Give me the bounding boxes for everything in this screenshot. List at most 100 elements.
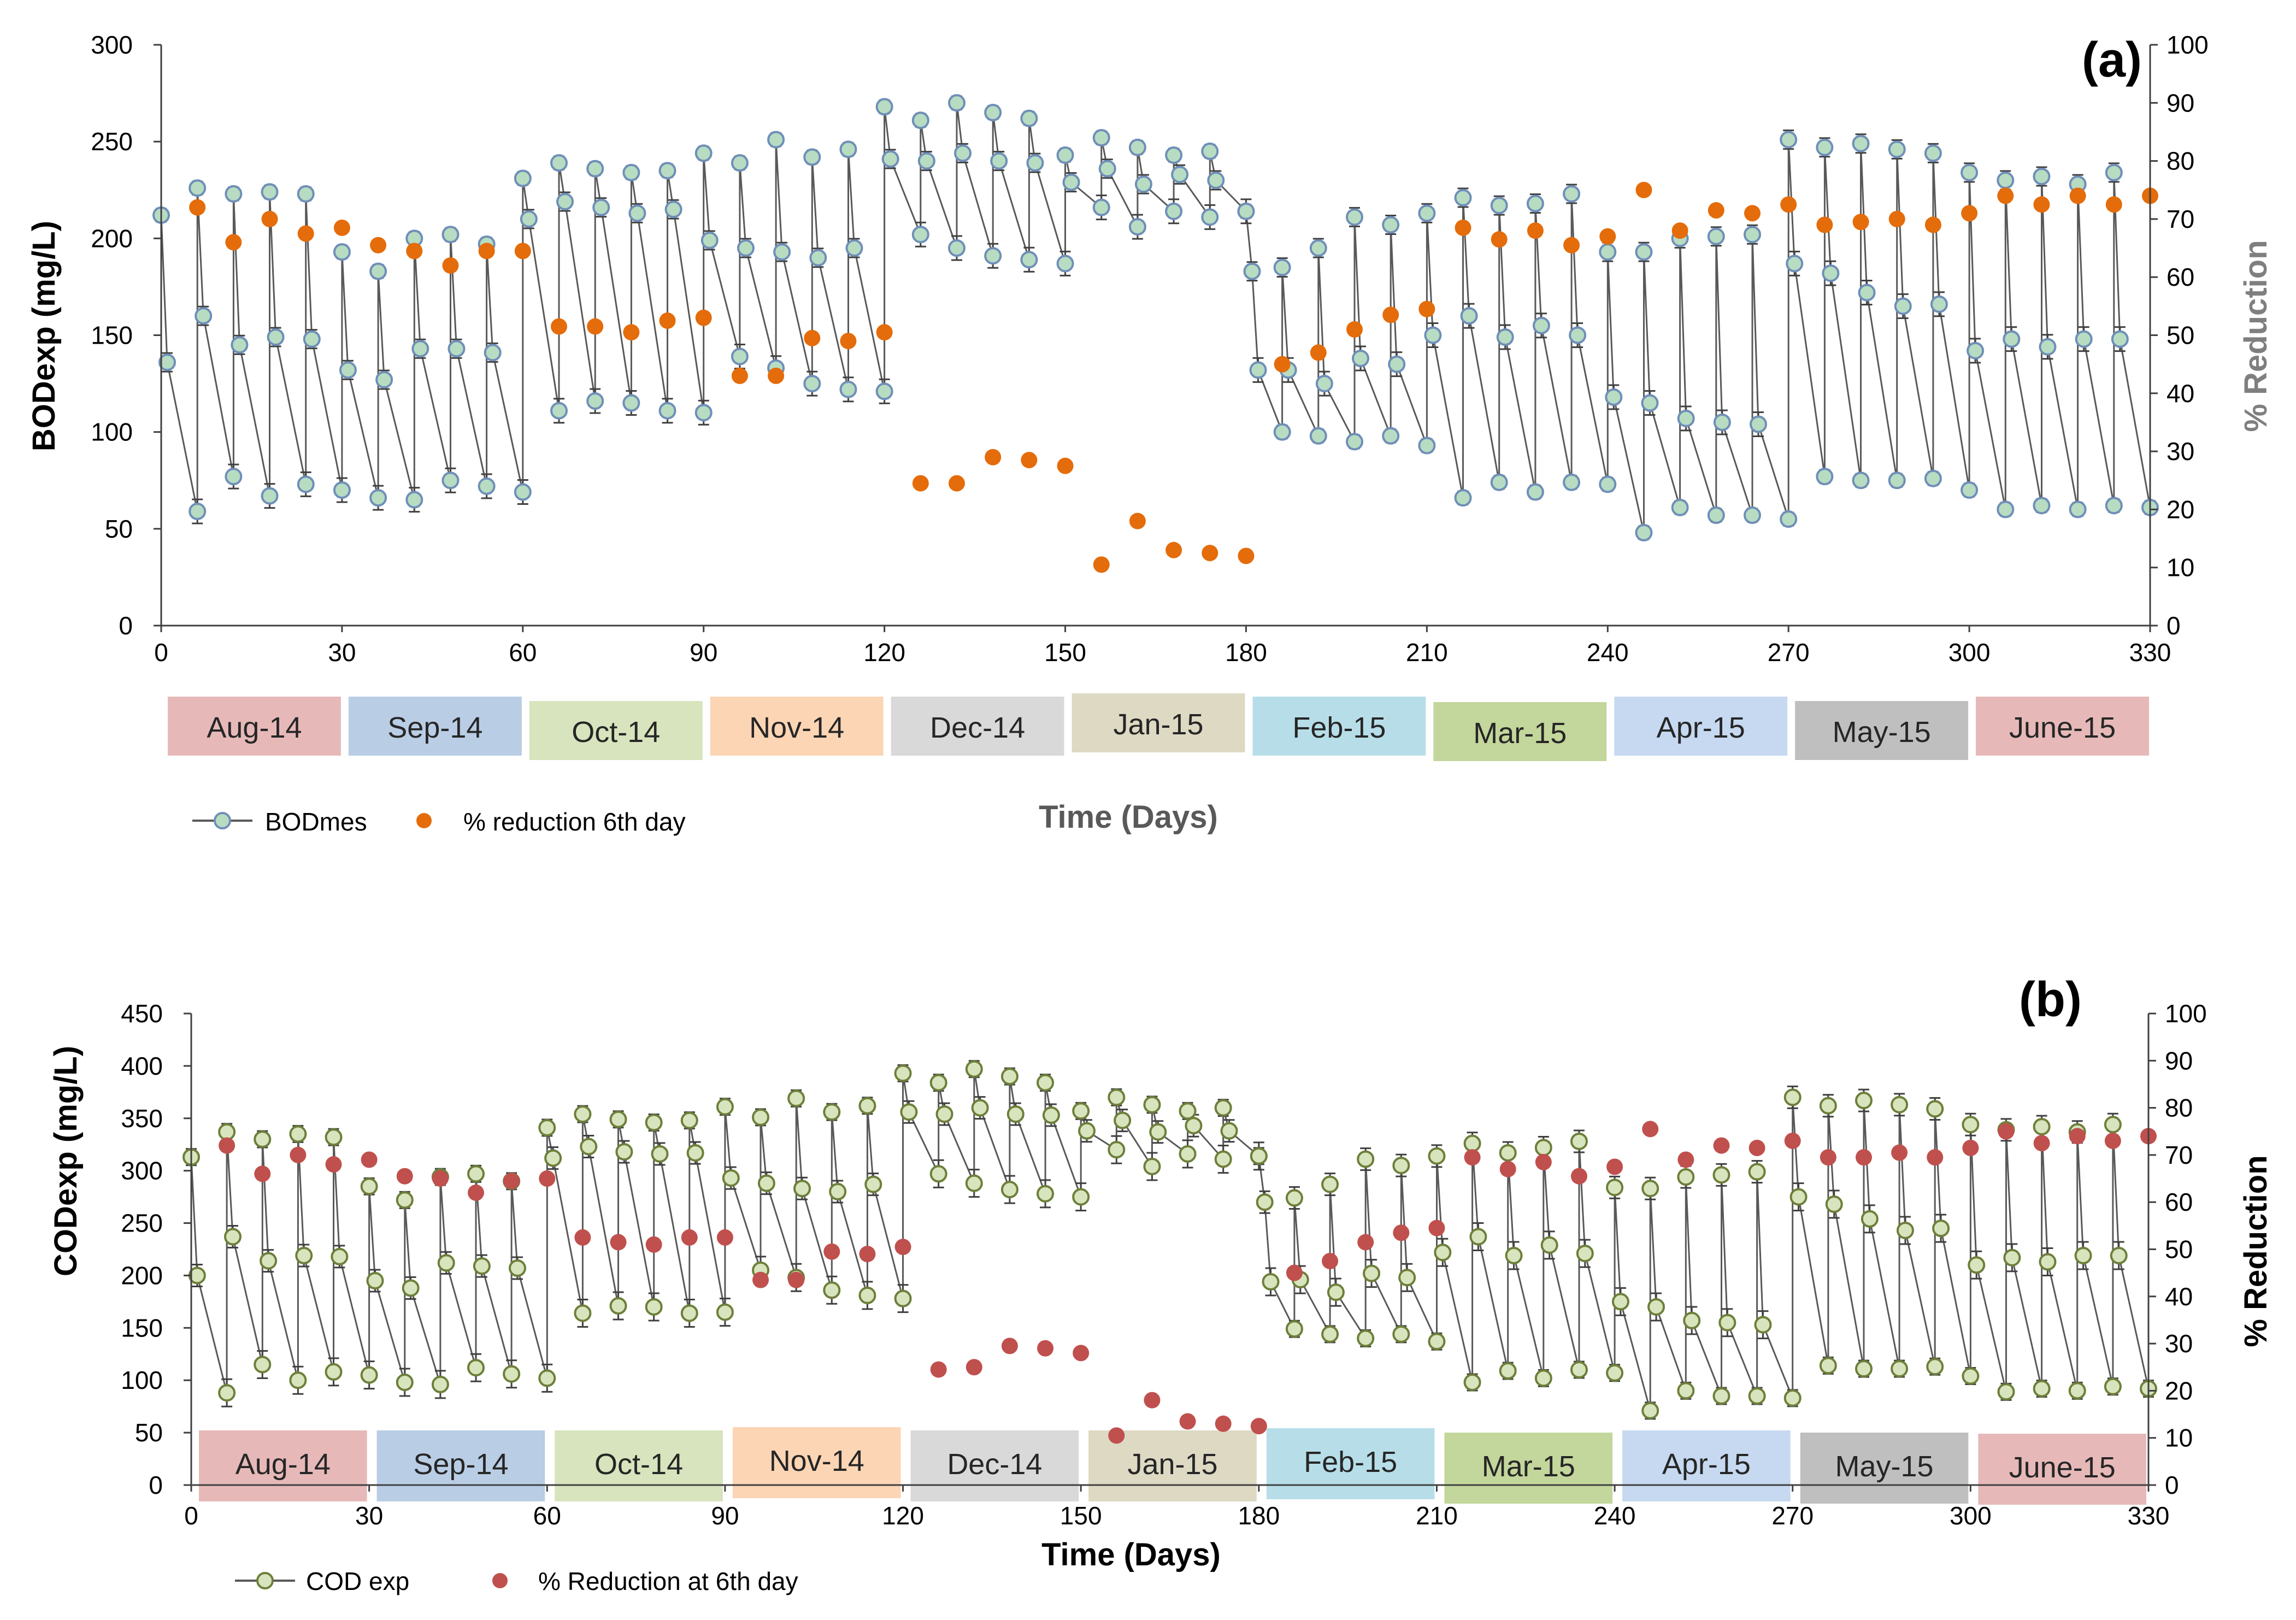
y2-tick-label: 50	[2165, 1235, 2193, 1264]
measured-point	[1822, 264, 1840, 282]
measured-point	[261, 183, 279, 201]
measured-point	[984, 247, 1002, 265]
measured-point	[1968, 1256, 1986, 1274]
reduction-point	[442, 257, 459, 274]
month-band-label: Jan-15	[1127, 1448, 1217, 1481]
measured-point	[1285, 1320, 1303, 1338]
reduction-point	[610, 1234, 627, 1251]
measured-point	[1357, 1329, 1375, 1347]
measured-point	[1852, 134, 1870, 152]
measured-point	[1490, 473, 1508, 491]
reduction-point	[1570, 1168, 1587, 1185]
reduction-point	[1250, 1418, 1267, 1435]
measured-point	[1042, 1106, 1060, 1124]
reduction-point	[1997, 187, 2014, 204]
y2-tick-label: 80	[2167, 147, 2194, 175]
measured-point	[858, 1097, 876, 1115]
measured-point	[295, 1247, 313, 1265]
measured-point	[574, 1105, 592, 1123]
panel-b-legend-circle-marker	[256, 1572, 274, 1589]
month-band-box	[710, 697, 884, 756]
measured-point	[1888, 472, 1906, 490]
measured-point	[1273, 258, 1291, 276]
measured-point	[823, 1281, 841, 1299]
panel-a-plot-area	[152, 94, 2159, 573]
measured-point	[1092, 198, 1110, 216]
reduction-point	[1073, 1345, 1090, 1362]
month-band-box	[1266, 1428, 1435, 1499]
month-band-label: Mar-15	[1482, 1450, 1575, 1483]
reduction-point	[1021, 452, 1038, 469]
measured-point	[1896, 1221, 1914, 1239]
measured-point	[2069, 500, 2087, 519]
measured-point	[1256, 1193, 1274, 1211]
reduction-point	[823, 1243, 840, 1260]
reduction-point	[396, 1168, 413, 1185]
reduction-point	[1924, 216, 1941, 233]
reduction-point	[1784, 1133, 1801, 1150]
y-tick-label: 150	[91, 321, 133, 350]
measured-point	[333, 481, 351, 499]
measured-point	[325, 1363, 343, 1381]
measured-point	[1748, 1387, 1766, 1405]
measured-point	[473, 1257, 491, 1275]
reduction-point	[716, 1229, 733, 1246]
reduction-point	[768, 367, 785, 384]
y2-tick-label: 90	[2165, 1046, 2193, 1075]
measured-point	[503, 1365, 521, 1383]
measured-point	[664, 201, 682, 219]
measured-point	[609, 1297, 627, 1315]
y-tick-label: 200	[91, 224, 133, 252]
reduction-point	[1202, 545, 1218, 562]
measured-point	[875, 382, 893, 400]
reduction-point	[1635, 181, 1652, 198]
measured-point	[1606, 1179, 1624, 1197]
measured-point	[1635, 243, 1653, 261]
y2-tick-label: 80	[2165, 1094, 2193, 1122]
measured-point	[1932, 1220, 1950, 1238]
measured-point	[1214, 1150, 1232, 1168]
reduction-point	[1310, 344, 1327, 361]
measured-point	[261, 487, 279, 505]
y2-tick-label: 10	[2167, 553, 2194, 582]
month-band-box	[555, 1430, 723, 1501]
measured-point	[881, 150, 899, 168]
measured-point	[1563, 473, 1581, 491]
reduction-point	[370, 237, 387, 254]
measured-point	[911, 226, 929, 244]
reduction-point	[1780, 196, 1797, 213]
y2-tick-label: 10	[2165, 1424, 2193, 1452]
measured-point	[1967, 341, 1985, 360]
measured-point	[1677, 409, 1695, 427]
month-band-apr-15: Apr-15	[1622, 1430, 1791, 1501]
measured-point	[645, 1298, 663, 1316]
measured-point	[1647, 1298, 1665, 1316]
month-band-box	[1252, 697, 1426, 756]
month-band-oct-14: Oct-14	[529, 701, 703, 760]
measured-point	[694, 144, 713, 162]
measured-point	[1780, 510, 1798, 528]
measured-point	[2104, 1116, 2122, 1134]
x-tick-label: 240	[1587, 638, 1629, 667]
measured-point	[1748, 1163, 1766, 1181]
measured-point	[441, 226, 460, 244]
x-tick-label: 330	[2129, 638, 2171, 667]
reduction-point	[2033, 196, 2050, 213]
month-band-aug-14: Aug-14	[199, 1430, 367, 1501]
measured-point	[1754, 1316, 1772, 1334]
measured-point	[1780, 131, 1798, 149]
x-tick-label: 180	[1238, 1501, 1280, 1530]
panel-b-plot-area	[182, 1060, 2157, 1444]
measured-point	[929, 1165, 947, 1183]
measured-point	[1641, 1180, 1659, 1198]
measured-point	[1418, 204, 1436, 222]
measured-point	[1926, 1358, 1944, 1376]
measured-point	[580, 1138, 598, 1156]
measured-point	[1056, 255, 1074, 273]
measured-point	[757, 1174, 775, 1192]
reduction-point	[539, 1170, 556, 1187]
y-tick-label: 300	[121, 1157, 163, 1185]
reduction-point	[478, 243, 495, 260]
month-band-label: June-15	[2009, 1451, 2116, 1484]
measured-point	[1037, 1185, 1055, 1203]
